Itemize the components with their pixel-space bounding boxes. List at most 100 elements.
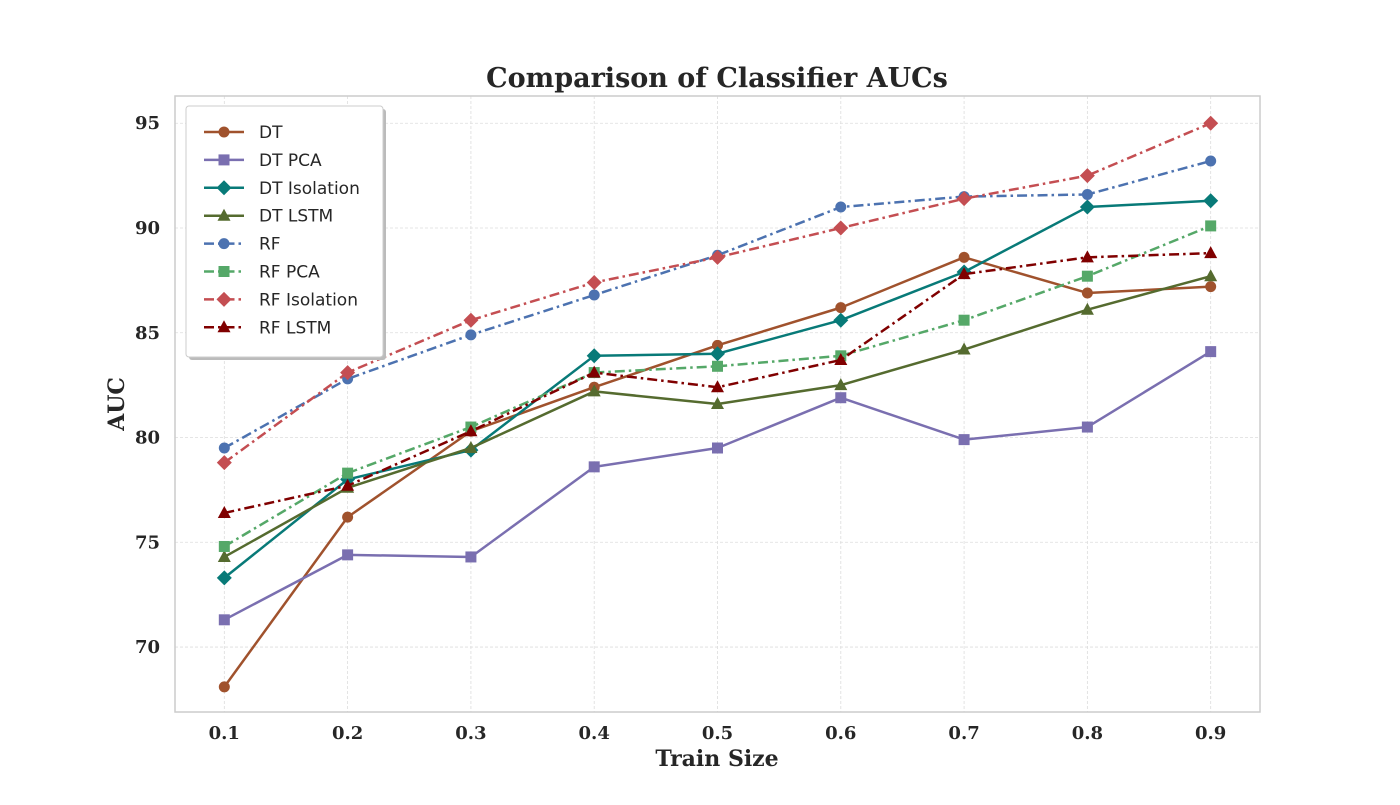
data-point-rf-isolation bbox=[1079, 168, 1095, 184]
data-point-rf bbox=[1081, 188, 1093, 200]
data-point-rf-pca bbox=[958, 314, 970, 326]
data-point-dt-pca bbox=[1205, 346, 1217, 358]
y-axis-ticks: 70 75 80 85 90 95 bbox=[135, 113, 160, 658]
series-group bbox=[216, 115, 1219, 693]
data-point-dt-pca bbox=[588, 461, 600, 473]
legend-entry-rf: RF bbox=[204, 235, 281, 255]
data-point-rf bbox=[835, 201, 847, 213]
y-tick-label: 80 bbox=[135, 428, 160, 449]
data-point-rf bbox=[1205, 155, 1217, 167]
data-point-dt-pca bbox=[218, 614, 230, 626]
series-dt-isolation bbox=[216, 193, 1219, 586]
data-point-rf-isolation bbox=[710, 249, 725, 265]
data-point-rf-lstm bbox=[341, 478, 355, 491]
data-point-dt-lstm bbox=[1204, 269, 1218, 282]
data-point-dt-pca bbox=[835, 392, 847, 404]
legend-label: DT LSTM bbox=[259, 207, 333, 227]
legend-label: DT Isolation bbox=[259, 179, 360, 199]
legend-entry-dt-pca: DT PCA bbox=[204, 151, 322, 171]
data-point-rf-pca bbox=[218, 540, 230, 552]
data-point-dt-isolation bbox=[586, 348, 602, 364]
legend-marker bbox=[218, 238, 230, 250]
data-point-rf bbox=[218, 442, 230, 454]
data-point-dt-pca bbox=[465, 551, 477, 563]
data-point-dt-lstm bbox=[957, 342, 971, 355]
x-tick-label: 0.4 bbox=[579, 723, 610, 744]
legend-marker bbox=[217, 320, 231, 333]
y-tick-label: 70 bbox=[135, 637, 160, 658]
y-tick-label: 75 bbox=[135, 532, 160, 553]
legend-entry-rf-isolation: RF Isolation bbox=[204, 290, 358, 310]
data-point-dt-isolation bbox=[710, 346, 725, 362]
legend-marker bbox=[218, 154, 230, 166]
data-point-dt-lstm bbox=[217, 549, 231, 562]
x-tick-label: 0.5 bbox=[702, 723, 733, 744]
data-point-rf-pca bbox=[712, 360, 723, 372]
data-point-rf-lstm bbox=[464, 424, 478, 437]
legend: DT DT PCA DT Isolation DT LSTM RF RF PCA RF Is… bbox=[185, 105, 386, 360]
legend-entry-rf-pca: RF PCA bbox=[204, 263, 320, 283]
x-tick-label: 0.9 bbox=[1195, 723, 1226, 744]
data-point-rf-isolation bbox=[216, 455, 232, 471]
data-point-dt bbox=[835, 302, 847, 314]
y-tick-label: 95 bbox=[135, 113, 160, 134]
data-point-rf-isolation bbox=[956, 191, 972, 207]
data-point-dt-lstm bbox=[834, 378, 848, 391]
legend-marker bbox=[217, 208, 231, 221]
series-rf-lstm bbox=[217, 246, 1218, 518]
y-tick-label: 90 bbox=[135, 218, 160, 239]
legend-marker bbox=[216, 180, 232, 196]
data-point-dt bbox=[958, 251, 970, 263]
legend-marker bbox=[218, 126, 230, 138]
data-point-dt bbox=[218, 681, 230, 693]
data-point-dt bbox=[1081, 287, 1093, 299]
data-point-rf bbox=[588, 289, 600, 301]
y-axis-label: AUC bbox=[104, 377, 130, 432]
legend-entry-dt: DT bbox=[204, 123, 283, 143]
legend-label: RF bbox=[259, 235, 281, 255]
legend-label: RF PCA bbox=[259, 263, 320, 283]
legend-label: RF Isolation bbox=[259, 290, 358, 310]
legend-entry-dt-isolation: DT Isolation bbox=[204, 179, 360, 199]
data-point-dt-pca bbox=[958, 434, 970, 446]
x-tick-label: 0.7 bbox=[948, 723, 979, 744]
data-point-rf-lstm bbox=[1080, 250, 1094, 263]
data-point-rf-isolation bbox=[1203, 115, 1219, 131]
data-point-rf-isolation bbox=[586, 274, 602, 290]
legend-marker bbox=[216, 291, 232, 307]
y-tick-label: 85 bbox=[135, 323, 160, 344]
data-point-rf bbox=[465, 329, 477, 341]
data-point-dt bbox=[1205, 281, 1217, 293]
legend-label: DT PCA bbox=[259, 151, 322, 171]
data-point-dt bbox=[342, 511, 354, 523]
x-axis-ticks: 0.1 0.2 0.3 0.4 0.5 0.6 0.7 0.8 0.9 bbox=[209, 723, 1227, 744]
data-point-rf-lstm bbox=[1204, 246, 1218, 259]
data-point-dt-isolation bbox=[833, 312, 849, 328]
legend-label: RF LSTM bbox=[259, 318, 331, 338]
chart-title: Comparison of Classifier AUCs bbox=[486, 63, 948, 94]
data-point-dt-lstm bbox=[464, 441, 478, 453]
legend-marker bbox=[218, 266, 230, 277]
data-point-dt-lstm bbox=[1080, 302, 1094, 315]
data-point-dt-isolation bbox=[1203, 193, 1219, 209]
x-tick-label: 0.3 bbox=[455, 723, 486, 744]
x-tick-label: 0.8 bbox=[1072, 723, 1103, 744]
data-point-rf-lstm bbox=[217, 505, 231, 518]
x-tick-label: 0.6 bbox=[825, 723, 856, 744]
series-dt-pca bbox=[218, 346, 1217, 626]
data-point-dt bbox=[712, 339, 723, 351]
legend-entry-rf-lstm: RF LSTM bbox=[204, 318, 331, 338]
data-point-dt-pca bbox=[342, 549, 354, 561]
series-rf-isolation bbox=[216, 115, 1219, 471]
data-point-dt-pca bbox=[712, 442, 723, 454]
x-tick-label: 0.1 bbox=[209, 723, 240, 744]
legend-entry-dt-lstm: DT LSTM bbox=[204, 207, 333, 227]
plot-frame bbox=[174, 95, 1261, 713]
data-point-dt-pca bbox=[1081, 421, 1093, 433]
data-point-rf-pca bbox=[342, 467, 354, 479]
data-point-rf-lstm bbox=[957, 267, 971, 280]
data-point-dt-isolation bbox=[1079, 199, 1095, 215]
data-point-rf-lstm bbox=[711, 380, 724, 393]
